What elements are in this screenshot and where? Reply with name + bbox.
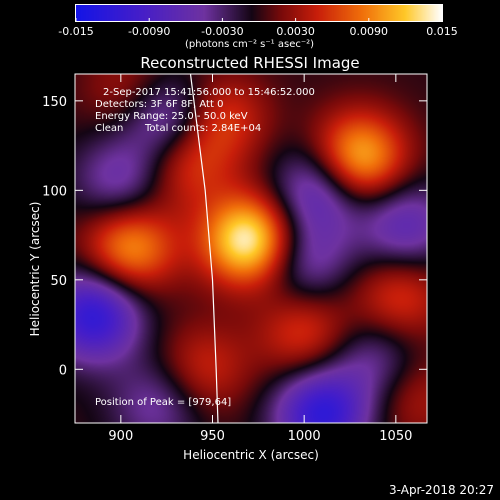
y-tick-label: 50 xyxy=(50,274,67,289)
plot-frame xyxy=(74,73,428,424)
heatmap-image xyxy=(75,74,427,423)
colorbar xyxy=(75,4,443,22)
y-tick-label: 100 xyxy=(42,184,67,199)
footer-date: 3-Apr-2018 20:27 xyxy=(389,483,494,497)
y-tick-label: 150 xyxy=(42,95,67,110)
colorbar-tick-label: -0.015 xyxy=(58,25,93,38)
x-tick-label: 900 xyxy=(108,429,133,444)
colorbar-tick-label: -0.0090 xyxy=(128,25,170,38)
solar-limb-line xyxy=(189,73,219,424)
colorbar-unit-label: (photons cm⁻² s⁻¹ asec⁻²) xyxy=(185,39,315,50)
x-tick-label: 1000 xyxy=(288,429,321,444)
colorbar-tick-label: 0.015 xyxy=(426,25,458,38)
colorbar-tick-label: 0.0090 xyxy=(350,25,389,38)
x-axis-label: Heliocentric X (arcsec) xyxy=(183,448,319,462)
colorbar-ticks: -0.015 -0.0090 -0.0030 0.0030 0.0090 0.015 xyxy=(58,18,458,38)
annotation-clean: Clean xyxy=(95,123,124,134)
annotation-time-range: 2-Sep-2017 15:41:56.000 to 15:46:52.000 xyxy=(103,87,315,98)
annotation-energy-range: Energy Range: 25.0 - 50.0 keV xyxy=(95,111,248,122)
colorbar-tick-label: 0.0030 xyxy=(276,25,315,38)
annotation-detectors: Detectors: 3F 6F 8F, Att 0 xyxy=(95,99,224,110)
annotation-total-counts: Total counts: 2.84E+04 xyxy=(145,123,262,134)
colorbar-tick-label: -0.0030 xyxy=(201,25,243,38)
peak-position-label: Position of Peak = [979,64] xyxy=(95,397,232,408)
x-tick-label: 1050 xyxy=(379,429,412,444)
y-axis-label: Heliocentric Y (arcsec) xyxy=(28,201,42,337)
chart-title: Reconstructed RHESSI Image xyxy=(140,54,360,72)
y-tick-label: 0 xyxy=(59,363,67,378)
x-tick-label: 950 xyxy=(200,429,225,444)
